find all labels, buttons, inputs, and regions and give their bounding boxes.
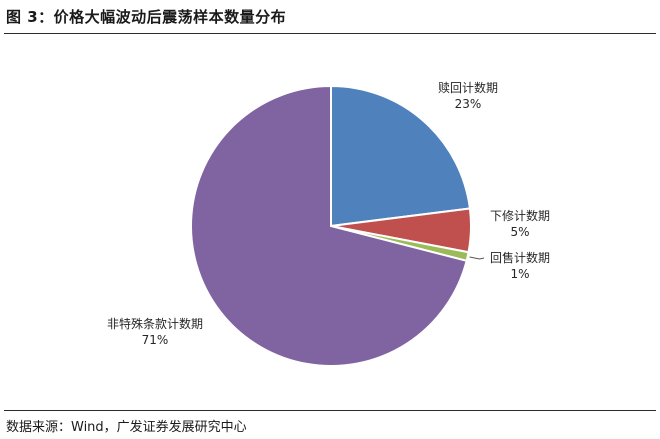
leader-line-3 xyxy=(469,256,485,260)
slice-value-1: 23% xyxy=(455,97,482,111)
slice-label-3: 回售计数期 xyxy=(490,250,550,265)
slice-value-4: 71% xyxy=(142,333,169,347)
pie-slice-4 xyxy=(190,84,468,367)
source-note: 数据来源：Wind，广发证券发展研究中心 xyxy=(6,420,247,435)
slice-label-1: 赎回计数期 xyxy=(438,80,498,95)
figure-title: 图 3：价格大幅波动后震荡样本数量分布 xyxy=(6,8,287,26)
source-divider xyxy=(4,410,656,411)
slice-label-2: 下修计数期 xyxy=(490,208,550,223)
slice-value-2: 5% xyxy=(510,225,529,239)
title-divider xyxy=(4,33,656,34)
pie-slices xyxy=(190,84,473,367)
leader-lines xyxy=(469,256,485,260)
pie-slice-1 xyxy=(330,84,472,228)
slice-value-3: 1% xyxy=(510,267,529,281)
slice-label-4: 非特殊条款计数期 xyxy=(107,316,203,331)
slice-labels: 赎回计数期 23% 下修计数期 5% 回售计数期 1% 非特殊条款计数期 71% xyxy=(107,80,550,347)
